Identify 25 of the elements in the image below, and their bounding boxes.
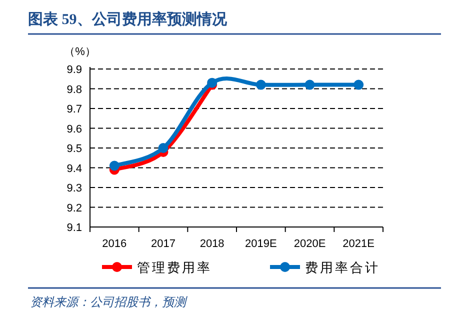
legend-label: 管理费用率 bbox=[137, 260, 212, 275]
point bbox=[158, 143, 168, 153]
y-tick-label: 9.8 bbox=[66, 84, 82, 96]
y-tick-label: 9.2 bbox=[66, 202, 82, 214]
x-tick-label: 2020E bbox=[294, 238, 326, 250]
y-tick-label: 9.4 bbox=[66, 162, 82, 175]
y-axis-title: （%） bbox=[64, 46, 96, 58]
y-tick-label: 9.9 bbox=[66, 64, 82, 76]
y-tick-label: 9.1 bbox=[66, 222, 82, 234]
x-tick-label: 2018 bbox=[200, 238, 224, 250]
x-tick-label: 2016 bbox=[102, 238, 127, 250]
point bbox=[354, 80, 364, 90]
y-tick-label: 9.3 bbox=[66, 182, 82, 194]
x-tick-label: 2017 bbox=[151, 238, 176, 250]
y-tick-label: 9.6 bbox=[66, 123, 82, 136]
legend-label: 费用率合计 bbox=[305, 260, 380, 275]
point bbox=[256, 80, 266, 90]
y-tick-label: 9.7 bbox=[66, 104, 82, 116]
point bbox=[109, 160, 120, 171]
chart-title: 图表 59、公司费用率预测情况 bbox=[28, 10, 228, 28]
x-tick-label: 2021E bbox=[342, 238, 374, 250]
y-tick-label: 9.5 bbox=[66, 143, 82, 155]
x-tick-label: 2019E bbox=[245, 238, 277, 250]
point bbox=[304, 80, 315, 90]
text: 资料来源：公司招股书，预测 bbox=[30, 295, 188, 309]
